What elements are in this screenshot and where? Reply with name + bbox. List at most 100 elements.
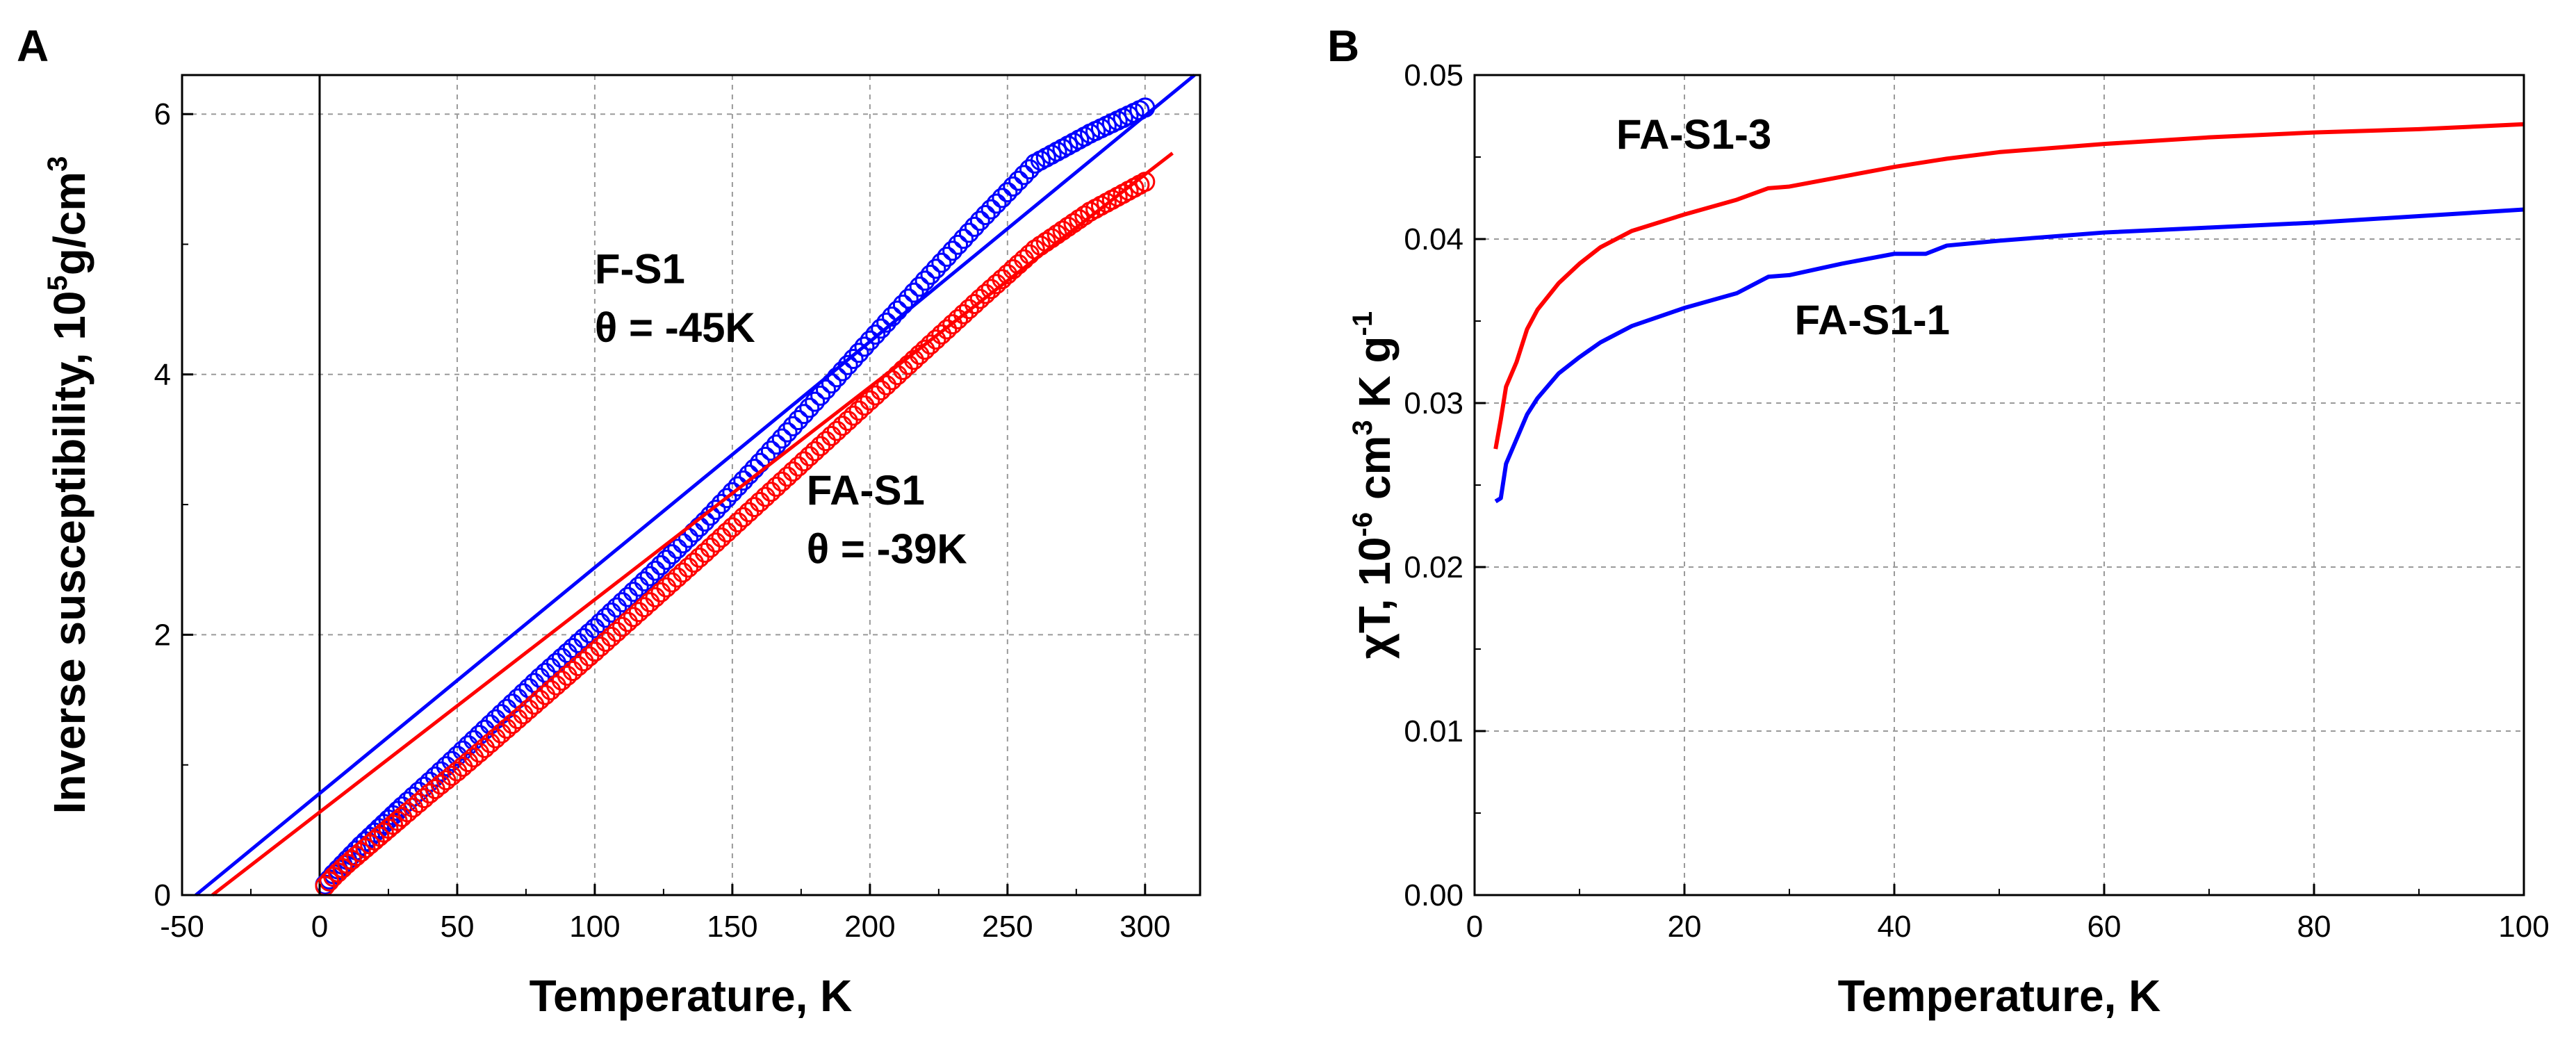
data-point-f-s1 — [837, 354, 858, 375]
data-point-fa-s1 — [650, 582, 671, 603]
data-point-fa-s1 — [964, 293, 985, 314]
data-point-fa-s1 — [837, 410, 858, 431]
data-point-f-s1 — [584, 618, 605, 639]
data-point-fa-s1 — [810, 436, 831, 457]
data-point-f-s1 — [914, 270, 935, 291]
data-point-fa-s1 — [607, 621, 627, 642]
data-point-fa-s1 — [634, 597, 655, 618]
data-point-f-s1 — [865, 324, 886, 345]
data-point-f-s1 — [860, 330, 880, 351]
data-point-fa-s1 — [909, 345, 930, 366]
x-tick-label: -50 — [160, 910, 204, 944]
data-point-fa-s1 — [1014, 249, 1035, 270]
data-point-f-s1 — [782, 416, 803, 436]
data-point-f-s1 — [909, 277, 930, 297]
data-point-f-s1 — [711, 493, 732, 514]
data-point-fa-s1 — [942, 314, 963, 335]
data-point-fa-s1 — [705, 532, 726, 553]
data-point-f-s1 — [854, 336, 875, 357]
data-point-fa-s1 — [766, 476, 787, 497]
data-point-f-s1 — [805, 391, 826, 412]
data-point-f-s1 — [997, 182, 1018, 203]
data-point-f-s1 — [518, 678, 539, 698]
data-point-f-s1 — [557, 643, 577, 664]
data-point-f-s1 — [722, 482, 743, 502]
data-point-fa-s1 — [678, 557, 699, 578]
data-point-fa-s1 — [826, 420, 847, 441]
data-point-fa-s1 — [986, 274, 1007, 295]
data-point-fa-s1 — [926, 329, 946, 350]
annotation-label: FA-S1 — [807, 467, 925, 514]
data-point-fa-s1 — [639, 592, 660, 613]
data-point-fa-s1 — [612, 616, 633, 637]
data-point-f-s1 — [733, 470, 754, 491]
frame-a — [181, 74, 1201, 896]
series-line-fa-s1-1 — [1494, 207, 2525, 504]
y-tick-label: 6 — [154, 97, 171, 131]
panel-letter-a: A — [17, 21, 49, 71]
y-axis-title-a: Inverse susceptibility, 105g/cm3 — [42, 156, 95, 814]
y-axis-title-b: χT, 10-6 cm3 K g-1 — [1347, 311, 1400, 659]
data-point-fa-s1 — [805, 441, 826, 461]
data-point-f-s1 — [992, 188, 1012, 208]
x-axis-title-b: Temperature, K — [1838, 971, 2161, 1021]
data-point-fa-s1 — [739, 502, 760, 523]
marks-b — [1493, 122, 2525, 504]
data-point-fa-s1 — [755, 486, 776, 507]
data-point-f-s1 — [892, 294, 913, 315]
data-point-fa-s1 — [716, 522, 737, 543]
x-tick-label: 100 — [2498, 910, 2549, 944]
data-point-f-s1 — [882, 306, 903, 327]
data-point-f-s1 — [551, 648, 572, 669]
data-point-fa-s1 — [749, 491, 770, 512]
data-point-fa-s1 — [711, 527, 732, 548]
data-point-fa-s1 — [1041, 228, 1062, 249]
data-point-fa-s1 — [816, 431, 837, 452]
data-point-fa-s1 — [568, 656, 589, 677]
data-point-f-s1 — [628, 576, 649, 597]
data-point-f-s1 — [964, 216, 985, 237]
y-tick-label: 0.00 — [1404, 878, 1463, 912]
data-point-fa-s1 — [535, 685, 556, 705]
data-point-f-s1 — [1008, 170, 1029, 191]
data-point-fa-s1 — [843, 405, 864, 426]
data-point-fa-s1 — [694, 542, 715, 563]
data-point-f-s1 — [535, 662, 556, 683]
data-point-fa-s1 — [557, 665, 577, 686]
data-point-f-s1 — [958, 222, 979, 243]
data-point-fa-s1 — [1030, 236, 1051, 256]
data-point-f-s1 — [656, 550, 677, 571]
data-point-fa-s1 — [667, 567, 688, 588]
data-point-f-s1 — [1014, 165, 1035, 186]
data-point-f-s1 — [596, 607, 616, 628]
x-tick-label: 80 — [2297, 910, 2331, 944]
data-point-fa-s1 — [458, 752, 479, 773]
data-point-f-s1 — [568, 632, 589, 653]
data-point-fa-s1 — [860, 390, 880, 411]
frame-b — [1473, 74, 2525, 896]
x-tick-label: 60 — [2087, 910, 2122, 944]
data-point-fa-s1 — [551, 670, 572, 691]
data-point-fa-s1 — [584, 641, 605, 662]
data-point-fa-s1 — [590, 637, 611, 657]
data-point-fa-s1 — [887, 365, 908, 386]
data-point-f-s1 — [771, 428, 792, 449]
data-point-fa-s1 — [782, 461, 803, 482]
data-point-f-s1 — [948, 234, 969, 255]
data-point-fa-s1 — [914, 339, 935, 360]
data-point-fa-s1 — [931, 324, 952, 345]
fit-line-fa-s1 — [211, 151, 1174, 896]
data-point-f-s1 — [452, 740, 473, 761]
data-point-f-s1 — [573, 628, 594, 648]
ticks-b: 0 20 40 60 80 100 0.00 0.01 0.02 0.03 0.04 0.05 — [1404, 58, 2549, 944]
data-point-fa-s1 — [728, 512, 748, 533]
data-point-fa-s1 — [920, 334, 941, 355]
data-point-fa-s1 — [689, 548, 709, 568]
data-point-f-s1 — [931, 252, 952, 273]
data-point-fa-s1 — [771, 471, 792, 492]
data-point-fa-s1 — [848, 400, 869, 421]
data-point-f-s1 — [441, 751, 462, 771]
data-point-f-s1 — [705, 500, 726, 520]
x-tick-label: 100 — [569, 910, 620, 944]
y-tick-label: 0 — [154, 878, 171, 912]
